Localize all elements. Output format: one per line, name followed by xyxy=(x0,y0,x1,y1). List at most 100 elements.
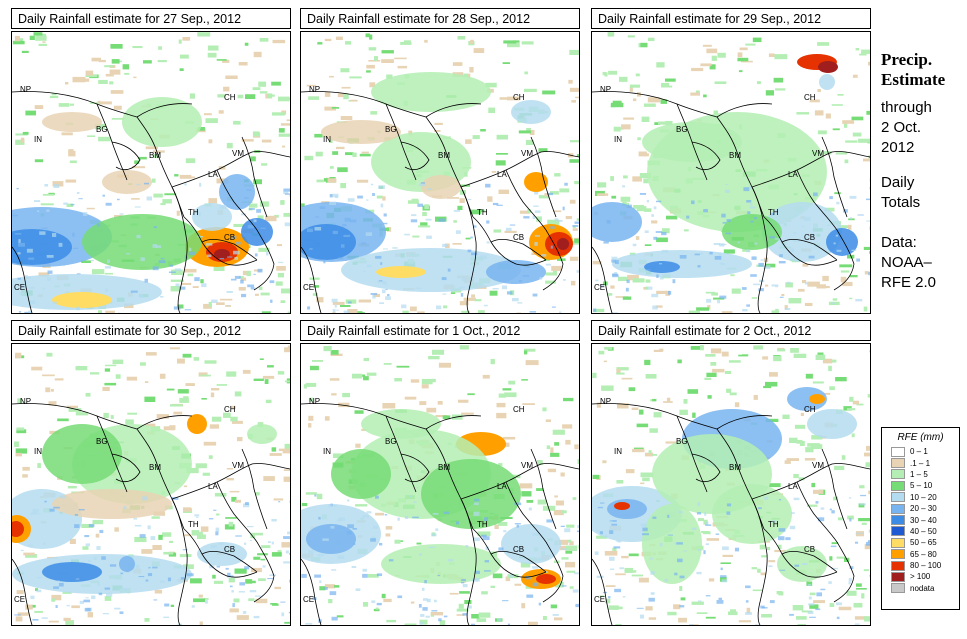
rain-cell xyxy=(715,533,720,535)
rain-cell xyxy=(249,590,257,593)
rain-cell xyxy=(860,494,867,497)
rain-cell xyxy=(550,191,559,195)
rain-cell xyxy=(111,117,125,120)
rain-cell xyxy=(331,616,338,621)
rain-cell xyxy=(332,311,336,313)
country-label: NP xyxy=(20,397,31,406)
rain-cell xyxy=(614,272,618,274)
rain-cell xyxy=(126,376,138,381)
rain-area xyxy=(42,424,122,484)
rain-cell xyxy=(459,190,466,195)
rain-cell xyxy=(459,591,470,594)
rain-cell xyxy=(864,616,870,622)
rain-cell xyxy=(532,293,538,297)
rain-cell xyxy=(176,210,180,216)
rain-cell xyxy=(868,529,870,533)
rain-cell xyxy=(115,374,121,379)
rain-cell xyxy=(213,266,225,271)
rain-cell xyxy=(318,516,321,520)
rain-cell xyxy=(456,608,469,612)
rain-cell xyxy=(636,423,649,428)
rain-cell xyxy=(363,376,369,381)
country-border xyxy=(763,528,838,578)
rain-cell xyxy=(25,275,28,279)
rain-cell xyxy=(813,489,824,494)
rain-cell xyxy=(357,179,369,183)
country-border xyxy=(460,151,579,188)
rain-cell xyxy=(477,310,485,313)
rain-cell xyxy=(811,435,823,440)
rain-cell xyxy=(806,581,813,586)
rain-cell xyxy=(566,570,576,573)
rain-cell xyxy=(726,388,732,393)
rain-area xyxy=(787,387,827,411)
rain-cell xyxy=(251,567,262,573)
rain-cell xyxy=(15,233,22,235)
rain-cell xyxy=(209,424,219,429)
rain-cell xyxy=(434,130,441,132)
rain-cell xyxy=(470,209,482,215)
rain-cell xyxy=(233,120,241,125)
rain-cell xyxy=(796,616,807,620)
rain-cell xyxy=(98,592,103,596)
rain-cell xyxy=(397,65,408,69)
rain-cell xyxy=(789,525,796,530)
rain-cell xyxy=(139,534,146,538)
rainfall-map: NP IN BG BM CH VM LA TH CB CE xyxy=(300,31,580,314)
rain-cell xyxy=(496,402,506,408)
rain-cell xyxy=(545,272,557,276)
rain-cell xyxy=(25,604,33,610)
rain-cell xyxy=(284,193,290,195)
rain-cell xyxy=(104,272,113,275)
rain-cell xyxy=(234,275,241,279)
rain-cell xyxy=(197,127,205,131)
rain-cell xyxy=(410,601,415,604)
rain-cell xyxy=(838,606,852,611)
rain-cell xyxy=(113,105,122,110)
rain-cell xyxy=(622,596,626,598)
rain-cell xyxy=(856,403,864,406)
rain-cell xyxy=(211,388,220,391)
rain-cell xyxy=(868,61,870,66)
legend-label: 0 – 1 xyxy=(910,447,928,457)
rain-cell xyxy=(134,206,141,208)
rain-cell xyxy=(366,70,371,73)
rain-cell xyxy=(763,265,771,269)
rain-cell xyxy=(490,358,495,365)
country-border xyxy=(821,448,848,530)
rain-cell xyxy=(256,209,261,213)
rain-cell xyxy=(140,257,145,262)
rainfall-map: NP IN BG BM CH VM LA TH CB CE xyxy=(11,31,291,314)
rain-area xyxy=(421,459,521,529)
rain-cell xyxy=(72,76,86,83)
rain-cell xyxy=(104,368,111,372)
rain-cell xyxy=(284,347,290,353)
rain-cell xyxy=(425,218,432,221)
rain-cell xyxy=(29,35,35,40)
rain-cell xyxy=(706,372,717,377)
rain-cell xyxy=(247,225,255,229)
rain-cell xyxy=(200,374,211,377)
rain-cell xyxy=(16,429,27,434)
rainfall-map: NP IN BG BM CH VM LA TH CB CE xyxy=(300,343,580,626)
rain-cell xyxy=(306,84,316,87)
rain-cell xyxy=(858,138,870,143)
rain-cell xyxy=(561,510,567,514)
side-data: Data: NOAA– RFE 2.0 xyxy=(881,233,936,293)
rain-cell xyxy=(277,371,285,375)
rain-cell xyxy=(758,507,762,510)
country-label: VM xyxy=(232,461,244,470)
rain-cell xyxy=(745,612,752,615)
rain-cell xyxy=(861,49,870,54)
rain-cell xyxy=(498,463,503,466)
rain-area xyxy=(241,218,273,246)
rain-cell xyxy=(492,573,503,579)
rain-cell xyxy=(276,266,286,271)
rain-cell xyxy=(428,356,440,360)
rain-cell xyxy=(385,526,393,530)
rain-cell xyxy=(554,173,561,177)
rain-cell xyxy=(596,402,601,408)
rain-cell xyxy=(305,382,317,387)
